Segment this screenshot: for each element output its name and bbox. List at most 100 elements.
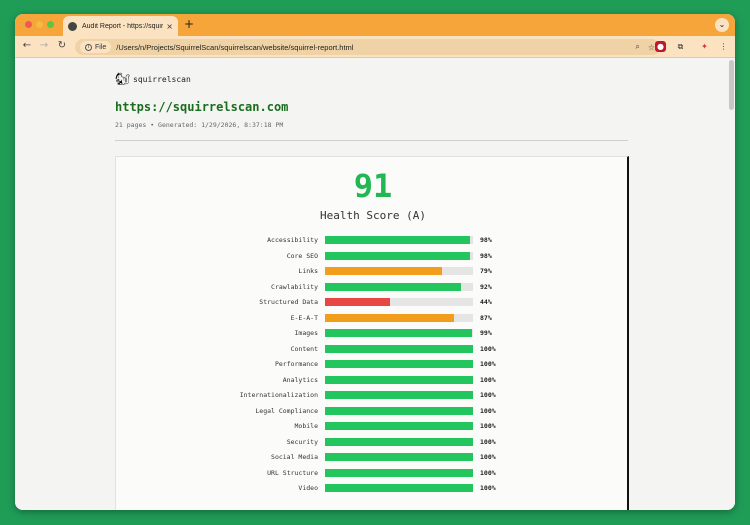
category-label: E-E-A-T bbox=[290, 313, 318, 322]
category-value: 100% bbox=[480, 468, 496, 477]
category-value: 100% bbox=[480, 406, 496, 415]
browser-window: Audit Report - https://squirrel × + ⌄ ← … bbox=[15, 14, 735, 510]
category-bar-fill bbox=[325, 391, 473, 399]
extensions-puzzle-icon[interactable]: ⧉ bbox=[677, 42, 684, 51]
shield-extension-icon[interactable]: ● bbox=[655, 41, 666, 52]
category-label: Internationalization bbox=[239, 391, 318, 399]
category-bar-fill bbox=[325, 282, 462, 291]
rocket-extension-icon[interactable]: ✦ bbox=[701, 42, 708, 51]
category-label: Crawlability bbox=[271, 282, 318, 291]
minimize-window-button[interactable] bbox=[36, 21, 43, 28]
site-info-label: File bbox=[95, 43, 107, 51]
tab-title: Audit Report - https://squirrel bbox=[82, 22, 164, 30]
category-label: Links bbox=[298, 267, 318, 275]
category-bar-track bbox=[325, 468, 473, 477]
browser-menu-icon[interactable]: ⋮ bbox=[719, 42, 728, 51]
category-bar-track bbox=[325, 453, 473, 461]
category-row: Mobile 100% bbox=[116, 421, 630, 431]
category-label: Analytics bbox=[282, 375, 318, 384]
scrollbar-thumb[interactable] bbox=[729, 60, 734, 110]
category-value: 98% bbox=[480, 236, 492, 244]
category-label: Legal Compliance bbox=[255, 406, 318, 415]
category-bar-track bbox=[325, 236, 473, 244]
health-score-label: Health Score (A) bbox=[320, 209, 426, 222]
category-label: Content bbox=[290, 344, 318, 353]
category-value: 100% bbox=[480, 360, 496, 368]
category-row: URL Structure 100% bbox=[116, 468, 630, 478]
category-row: Performance 100% bbox=[116, 359, 630, 369]
category-value: 92% bbox=[480, 282, 492, 291]
tab-audit-report[interactable]: Audit Report - https://squirrel × bbox=[63, 16, 178, 36]
category-bar-track bbox=[325, 406, 473, 415]
site-url: https://squirrelscan.com bbox=[115, 100, 289, 114]
category-row: Social Media 100% bbox=[116, 452, 630, 462]
category-row: Legal Compliance 100% bbox=[116, 406, 630, 416]
squirrel-logo-icon: 🐿 bbox=[115, 72, 131, 86]
url-text[interactable]: /Users/n/Projects/SquirrelScan/squirrels… bbox=[116, 42, 354, 52]
category-label: Images bbox=[294, 329, 318, 337]
category-label: URL Structure bbox=[267, 468, 318, 477]
forward-button[interactable]: → bbox=[39, 40, 49, 51]
new-tab-button[interactable]: + bbox=[184, 17, 195, 31]
category-row: Images 99% bbox=[116, 328, 630, 338]
tab-close-icon[interactable]: × bbox=[166, 21, 173, 31]
category-bar-track bbox=[325, 422, 473, 430]
health-score-value: 91 bbox=[353, 167, 393, 205]
category-row: Core SEO 98% bbox=[116, 251, 630, 261]
brand-name: squirrelscan bbox=[133, 74, 191, 84]
category-label: Core SEO bbox=[286, 251, 318, 260]
browser-toolbar: ← → ↻ i File /Users/n/Projects/SquirrelS… bbox=[15, 36, 735, 58]
tab-search-button[interactable]: ⌄ bbox=[715, 18, 729, 32]
category-label: Structured Data bbox=[259, 298, 318, 306]
category-value: 100% bbox=[480, 484, 496, 492]
category-value: 98% bbox=[480, 251, 492, 260]
category-bar-fill bbox=[325, 453, 473, 461]
category-row: Content 100% bbox=[116, 344, 630, 354]
category-bar-fill bbox=[325, 375, 473, 384]
category-label: Social Media bbox=[271, 453, 318, 461]
category-bar-fill bbox=[325, 267, 442, 275]
page-viewport: 🐿 squirrelscan https://squirrelscan.com … bbox=[15, 58, 735, 510]
category-row: Analytics 100% bbox=[116, 375, 630, 385]
health-score-card: 91 Health Score (A) Accessibility 98% Core… bbox=[115, 156, 629, 510]
category-bar-track bbox=[325, 360, 473, 368]
back-button[interactable]: ← bbox=[22, 40, 32, 51]
category-bar-fill bbox=[325, 236, 471, 244]
category-label: Security bbox=[286, 437, 318, 446]
category-bar-fill bbox=[325, 422, 473, 430]
category-value: 100% bbox=[480, 344, 496, 353]
category-row: Crawlability 92% bbox=[116, 282, 630, 292]
category-bar-track bbox=[325, 344, 473, 353]
site-info-chip[interactable]: i File bbox=[80, 41, 112, 53]
category-label: Video bbox=[298, 484, 318, 492]
brand: 🐿 squirrelscan bbox=[115, 72, 191, 86]
category-value: 100% bbox=[480, 453, 496, 461]
category-bar-track bbox=[325, 391, 473, 399]
category-bar-fill bbox=[325, 313, 454, 322]
category-label: Accessibility bbox=[267, 236, 318, 244]
category-bar-track bbox=[325, 329, 473, 337]
category-bar-track bbox=[325, 375, 473, 384]
maximize-window-button[interactable] bbox=[47, 21, 54, 28]
category-label: Performance bbox=[274, 360, 318, 368]
category-bar-fill bbox=[325, 484, 473, 492]
category-row: Accessibility 98% bbox=[116, 235, 630, 245]
category-bar-fill bbox=[325, 251, 471, 260]
close-window-button[interactable] bbox=[25, 21, 32, 28]
category-value: 79% bbox=[480, 267, 492, 275]
divider bbox=[115, 140, 628, 141]
reload-button[interactable]: ↻ bbox=[57, 40, 67, 51]
address-bar[interactable]: i File /Users/n/Projects/SquirrelScan/sq… bbox=[75, 39, 660, 55]
category-bar-track bbox=[325, 484, 473, 492]
bookmark-star-icon[interactable]: ☆ bbox=[647, 42, 655, 52]
category-bar-fill bbox=[325, 344, 473, 353]
category-bar-fill bbox=[325, 437, 473, 446]
category-bar-fill bbox=[325, 360, 473, 368]
zoom-icon[interactable]: ⌕ bbox=[635, 42, 640, 51]
category-value: 100% bbox=[480, 391, 496, 399]
category-bar-track bbox=[325, 282, 473, 291]
tab-bar: Audit Report - https://squirrel × + ⌄ bbox=[15, 14, 735, 36]
category-row: Internationalization 100% bbox=[116, 390, 630, 400]
category-bar-track bbox=[325, 437, 473, 446]
category-bar-fill bbox=[325, 329, 472, 337]
